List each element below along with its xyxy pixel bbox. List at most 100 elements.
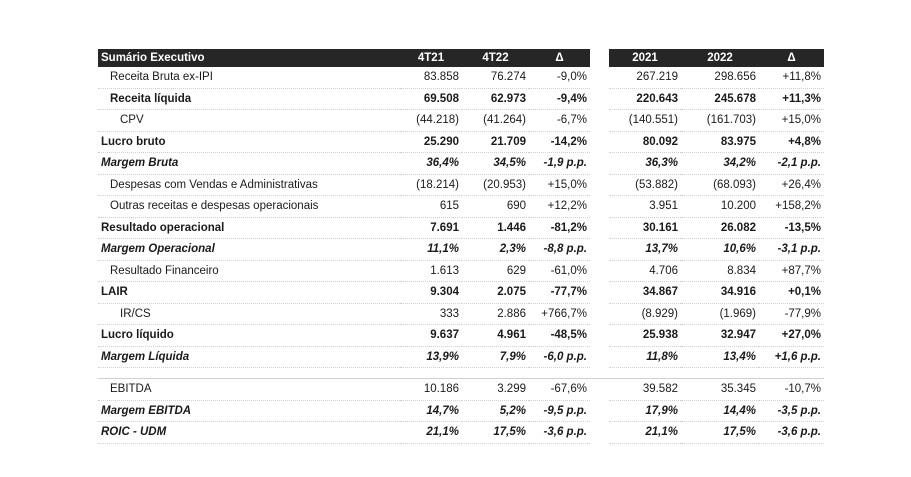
cell-quarter-delta: -81,2% <box>529 217 590 239</box>
cell-4t21: 9.304 <box>400 281 462 304</box>
cell-quarter-delta: +766,7% <box>529 303 590 325</box>
row-label: Despesas com Vendas e Administrativas <box>98 174 400 196</box>
cell-2022: 34.916 <box>681 281 759 304</box>
table-row: CPV (44.218) (41.264) -6,7% (140.551) (1… <box>98 109 824 132</box>
cell-quarter-delta: -6,7% <box>529 109 590 132</box>
cell-4t21: 10.186 <box>400 378 462 401</box>
section-divider <box>98 367 824 379</box>
cell-4t22: 690 <box>462 195 529 218</box>
table-row: ROIC - UDM 21,1% 17,5% -3,6 p.p. 21,1% 1… <box>98 421 824 444</box>
row-label: IR/CS <box>98 303 400 325</box>
table-row: Margem EBITDA 14,7% 5,2% -9,5 p.p. 17,9%… <box>98 400 824 422</box>
cell-year-delta: +15,0% <box>759 109 824 132</box>
col-header-4t22: 4T22 <box>462 49 529 67</box>
col-header-year-delta: Δ <box>759 49 824 67</box>
row-label: Lucro líquido <box>98 324 400 347</box>
cell-year-delta: +4,8% <box>759 131 824 153</box>
cell-quarter-delta: -9,4% <box>529 88 590 110</box>
cell-year-delta: -77,9% <box>759 303 824 325</box>
cell-quarter-delta: +15,0% <box>529 174 590 196</box>
row-label: LAIR <box>98 281 400 304</box>
cell-4t22: 7,9% <box>462 346 529 368</box>
col-header-2021: 2021 <box>609 49 681 67</box>
cell-4t21: 36,4% <box>400 152 462 175</box>
table-row: Margem Líquida 13,9% 7,9% -6,0 p.p. 11,8… <box>98 346 824 368</box>
cell-4t22: 629 <box>462 260 529 282</box>
table-row: Resultado operacional 7.691 1.446 -81,2%… <box>98 217 824 239</box>
cell-2021: 267.219 <box>609 67 681 89</box>
cell-2021: 34.867 <box>609 281 681 304</box>
cell-4t22: 2.075 <box>462 281 529 304</box>
cell-quarter-delta: -9,5 p.p. <box>529 400 590 422</box>
cell-4t21: 1.613 <box>400 260 462 282</box>
cell-quarter-delta: +12,2% <box>529 195 590 218</box>
table-row: Receita Bruta ex-IPI 83.858 76.274 -9,0%… <box>98 67 824 89</box>
cell-2021: 17,9% <box>609 400 681 422</box>
cell-2022: 8.834 <box>681 260 759 282</box>
cell-4t21: 615 <box>400 195 462 218</box>
cell-quarter-delta: -9,0% <box>529 67 590 89</box>
cell-quarter-delta: -61,0% <box>529 260 590 282</box>
row-label: Resultado operacional <box>98 217 400 239</box>
cell-4t21: 69.508 <box>400 88 462 110</box>
row-label: CPV <box>98 109 400 132</box>
cell-2021: (140.551) <box>609 109 681 132</box>
table-row: Margem Bruta 36,4% 34,5% -1,9 p.p. 36,3%… <box>98 152 824 175</box>
cell-quarter-delta: -1,9 p.p. <box>529 152 590 175</box>
cell-year-delta: -10,7% <box>759 378 824 401</box>
cell-4t22: 2,3% <box>462 238 529 261</box>
row-label: Margem Bruta <box>98 152 400 175</box>
table-row: Receita líquida 69.508 62.973 -9,4% 220.… <box>98 88 824 110</box>
cell-4t21: 7.691 <box>400 217 462 239</box>
cell-year-delta: -3,1 p.p. <box>759 238 824 261</box>
cell-2022: 83.975 <box>681 131 759 153</box>
table-row: Outras receitas e despesas operacionais … <box>98 195 824 218</box>
cell-2022: (1.969) <box>681 303 759 325</box>
cell-year-delta: +11,8% <box>759 67 824 89</box>
cell-year-delta: +158,2% <box>759 195 824 218</box>
table-row: Despesas com Vendas e Administrativas (1… <box>98 174 824 196</box>
row-label: Outras receitas e despesas operacionais <box>98 195 400 218</box>
cell-2022: (161.703) <box>681 109 759 132</box>
col-header-4t21: 4T21 <box>400 49 462 67</box>
cell-4t21: 333 <box>400 303 462 325</box>
cell-4t21: 83.858 <box>400 67 462 89</box>
cell-year-delta: +27,0% <box>759 324 824 347</box>
cell-2022: 26.082 <box>681 217 759 239</box>
cell-4t22: 1.446 <box>462 217 529 239</box>
cell-4t22: 2.886 <box>462 303 529 325</box>
cell-2021: 21,1% <box>609 421 681 444</box>
cell-4t22: 62.973 <box>462 88 529 110</box>
cell-2022: 14,4% <box>681 400 759 422</box>
cell-year-delta: -13,5% <box>759 217 824 239</box>
cell-2022: 17,5% <box>681 421 759 444</box>
row-label: ROIC - UDM <box>98 421 400 444</box>
row-label: Margem Líquida <box>98 346 400 368</box>
cell-quarter-delta: -3,6 p.p. <box>529 421 590 444</box>
cell-2021: 11,8% <box>609 346 681 368</box>
cell-year-delta: -2,1 p.p. <box>759 152 824 175</box>
cell-2021: 80.092 <box>609 131 681 153</box>
column-gap <box>590 49 609 67</box>
col-header-2022: 2022 <box>681 49 759 67</box>
cell-4t21: (44.218) <box>400 109 462 132</box>
table-row: Lucro líquido 9.637 4.961 -48,5% 25.938 … <box>98 324 824 347</box>
cell-quarter-delta: -67,6% <box>529 378 590 401</box>
table-row: LAIR 9.304 2.075 -77,7% 34.867 34.916 +0… <box>98 281 824 304</box>
cell-4t22: 4.961 <box>462 324 529 347</box>
table-row: IR/CS 333 2.886 +766,7% (8.929) (1.969) … <box>98 303 824 325</box>
cell-2022: 35.345 <box>681 378 759 401</box>
table-row: Margem Operacional 11,1% 2,3% -8,8 p.p. … <box>98 238 824 261</box>
row-label: Receita Bruta ex-IPI <box>98 67 400 89</box>
row-label: Receita líquida <box>98 88 400 110</box>
cell-4t22: 76.274 <box>462 67 529 89</box>
cell-2021: 36,3% <box>609 152 681 175</box>
row-label: Lucro bruto <box>98 131 400 153</box>
table-row: Resultado Financeiro 1.613 629 -61,0% 4.… <box>98 260 824 282</box>
cell-year-delta: +0,1% <box>759 281 824 304</box>
row-label: Resultado Financeiro <box>98 260 400 282</box>
col-header-quarter-delta: Δ <box>529 49 590 67</box>
cell-year-delta: -3,5 p.p. <box>759 400 824 422</box>
table-header-row: Sumário Executivo 4T21 4T22 Δ 2021 2022 … <box>98 49 824 67</box>
cell-2022: 32.947 <box>681 324 759 347</box>
